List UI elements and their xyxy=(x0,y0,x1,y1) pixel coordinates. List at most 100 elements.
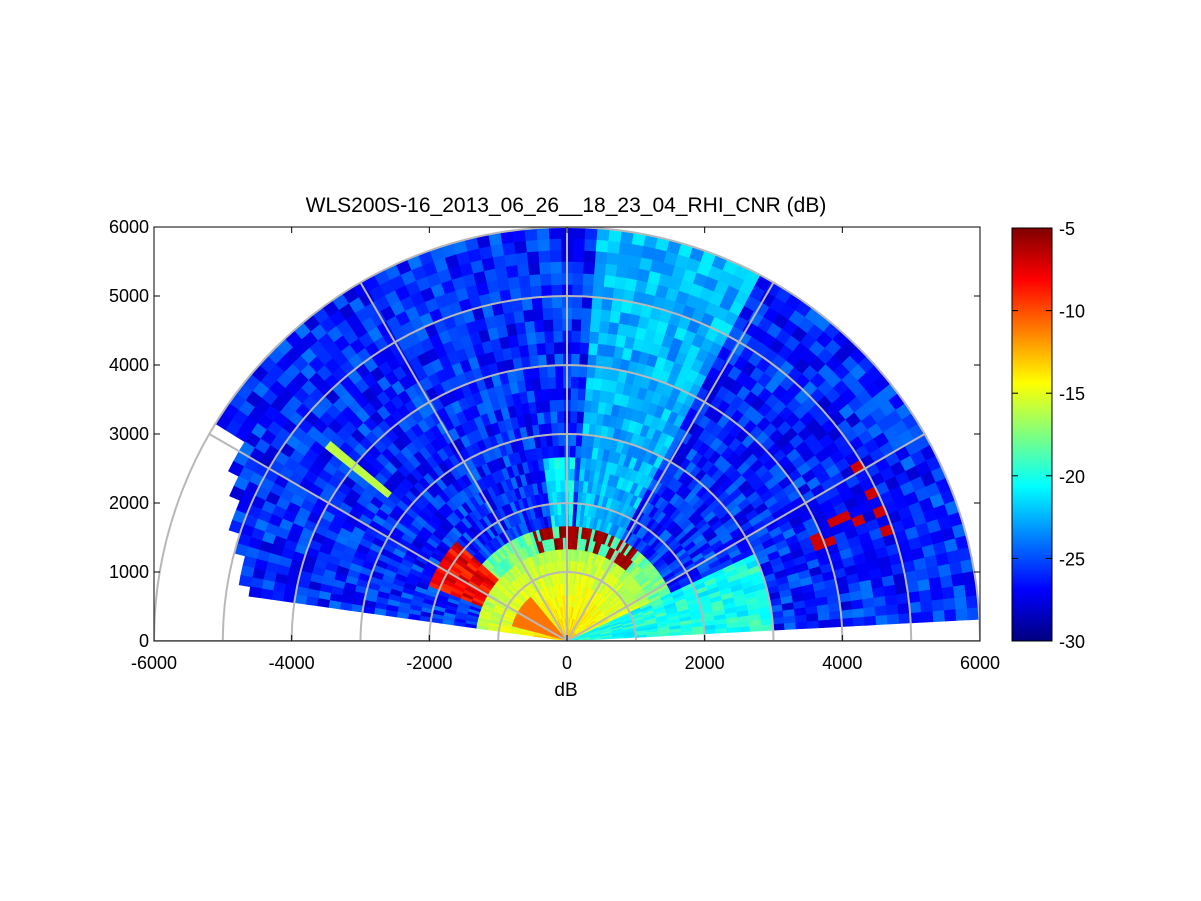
colorbar-tick-label: -20 xyxy=(1059,467,1085,487)
scan-cell xyxy=(590,308,602,322)
scan-cell xyxy=(548,227,562,240)
radial-line xyxy=(566,281,775,641)
scan-cell xyxy=(538,261,551,275)
x-tick-label: -6000 xyxy=(131,653,177,673)
x-tick-label: 0 xyxy=(562,653,572,673)
scan-cell xyxy=(571,307,582,320)
scan-cell xyxy=(943,608,957,622)
scan-cell xyxy=(513,240,527,254)
scan-cell xyxy=(616,253,631,267)
scan-cell xyxy=(570,387,579,401)
scan-cell xyxy=(623,277,638,292)
scan-cell xyxy=(599,308,612,323)
scan-cell xyxy=(942,597,957,611)
scan-cell xyxy=(852,616,866,627)
scan-cell xyxy=(555,387,564,401)
y-tick-label: 1000 xyxy=(109,562,149,582)
scan-cell xyxy=(551,433,559,447)
colorbar-tick-label: -10 xyxy=(1059,302,1085,322)
scan-cell xyxy=(572,249,585,263)
x-tick-label: 2000 xyxy=(685,653,725,673)
scan-cell xyxy=(558,468,565,481)
scan-cell xyxy=(606,240,621,254)
scan-cell xyxy=(271,590,285,602)
scan-cell xyxy=(594,354,606,368)
scan-cell xyxy=(516,263,530,277)
scan-cell xyxy=(544,341,555,355)
scan-cell xyxy=(575,433,583,447)
scan-cell xyxy=(572,238,585,251)
scan-cell xyxy=(546,364,556,378)
colorbar-tick-label: -25 xyxy=(1059,549,1085,569)
scan-cell xyxy=(537,250,551,263)
y-tick-label: 3000 xyxy=(109,424,149,444)
scan-cell xyxy=(829,618,843,628)
scan-cell xyxy=(863,606,877,617)
scan-cell xyxy=(625,266,640,281)
scan-cell xyxy=(548,399,558,412)
scan-cell xyxy=(954,595,968,610)
scan-cell xyxy=(551,295,563,309)
scan-cell xyxy=(580,318,591,332)
x-axis-label: dB xyxy=(554,680,577,701)
scan-cell xyxy=(596,343,607,357)
radial-line xyxy=(359,281,568,641)
scan-cell xyxy=(928,576,943,590)
scan-cell xyxy=(538,365,548,379)
scan-cell xyxy=(570,353,580,366)
scan-cell xyxy=(238,574,253,588)
scan-cell xyxy=(571,284,583,297)
colorbar-tick-label: -5 xyxy=(1059,219,1075,239)
scan-cell xyxy=(528,273,541,287)
scan-cell xyxy=(841,617,854,627)
scan-cell xyxy=(568,525,573,538)
scan-cell xyxy=(530,296,543,310)
scan-cell xyxy=(550,284,563,297)
scan-cell xyxy=(529,285,542,299)
scan-cell xyxy=(851,607,865,618)
scan-cell xyxy=(918,588,933,602)
scan-cell xyxy=(783,621,797,630)
scan-cell xyxy=(884,593,898,606)
y-axis: 0 1000 2000 3000 4000 5000 6000 xyxy=(109,217,980,651)
scan-cell xyxy=(535,227,550,240)
scan-cell xyxy=(583,399,593,413)
scan-cell xyxy=(591,285,604,299)
scan-cell xyxy=(582,273,595,286)
scan-cell xyxy=(550,272,562,286)
scan-cell xyxy=(541,295,553,309)
x-tick-label: -4000 xyxy=(269,653,315,673)
colorbar-ticks: -5 -10 -15 -20 -25 -30 xyxy=(1012,219,1085,652)
scan-cell xyxy=(579,330,590,344)
y-tick-label: 6000 xyxy=(109,217,149,237)
scan-cell xyxy=(618,241,632,256)
scan-cell xyxy=(507,275,521,290)
scan-cell xyxy=(305,596,319,607)
y-tick-label: 4000 xyxy=(109,355,149,375)
scan-cell xyxy=(588,330,600,344)
scan-cell xyxy=(576,410,585,424)
scan-cell xyxy=(532,308,544,322)
scan-cell xyxy=(581,295,593,309)
scan-cell xyxy=(932,609,946,623)
scan-cell xyxy=(568,502,574,515)
scan-cell xyxy=(553,341,563,355)
scan-cell xyxy=(526,250,540,264)
scan-cell xyxy=(586,353,597,367)
scan-cell xyxy=(897,602,911,615)
scan-cell xyxy=(556,410,565,424)
scan-cell xyxy=(514,251,529,266)
scan-cell xyxy=(886,613,900,625)
scan-cell xyxy=(536,238,550,252)
scan-cell xyxy=(503,253,518,267)
scan-cell xyxy=(501,241,516,256)
scan-cell xyxy=(557,445,565,458)
scan-cell xyxy=(569,445,576,458)
radial-line xyxy=(208,433,568,641)
scan-cell xyxy=(593,262,607,276)
scan-cell xyxy=(571,272,584,286)
scan-cell xyxy=(534,331,546,344)
x-tick-label: -2000 xyxy=(406,653,452,673)
scan-cell xyxy=(909,611,923,624)
scan-cell xyxy=(941,585,955,600)
